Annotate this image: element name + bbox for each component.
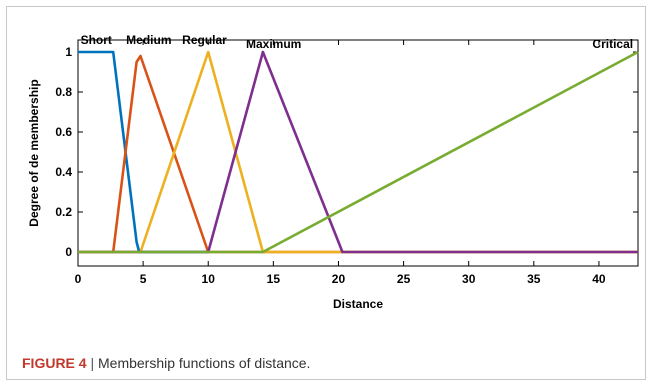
series-line-critical	[78, 50, 639, 254]
x-tick-label: 35	[527, 272, 541, 286]
series-label-medium: Medium	[126, 33, 171, 47]
y-tick-label: 0.6	[55, 125, 72, 139]
x-tick-label: 30	[462, 272, 476, 286]
figure-caption: FIGURE 4 | Membership functions of dista…	[22, 355, 310, 371]
y-tick-label: 0.2	[55, 205, 72, 219]
y-tick-label: 0.8	[55, 85, 72, 99]
plot-box	[77, 39, 639, 267]
series-label-regular: Regular	[182, 33, 227, 47]
y-axis-label: Degree of de membership	[27, 79, 41, 226]
x-tick-label: 5	[140, 272, 147, 286]
y-tick-label: 0	[65, 245, 72, 259]
y-tick-label: 0.4	[55, 165, 72, 179]
chart-axes: 0 5 10 15 20 25 30 35 40 0 0.2 0.4 0.6 0.8 1	[55, 39, 639, 286]
x-tick-label: 20	[332, 272, 346, 286]
figure-number: FIGURE 4	[22, 355, 87, 371]
series-line-regular	[78, 50, 638, 254]
chart-series-labels: Short Medium Regular Maximum Critical	[81, 33, 634, 51]
x-tick-label: 40	[592, 272, 606, 286]
x-axis-label: Distance	[333, 297, 383, 311]
series-line-medium	[78, 54, 638, 254]
figure-frame	[6, 6, 646, 380]
caption-text: Membership functions of distance.	[98, 355, 311, 371]
y-tick-label: 1	[65, 45, 72, 59]
series-label-maximum: Maximum	[246, 37, 301, 51]
membership-chart: 0 5 10 15 20 25 30 35 40 0 0.2 0.4 0.6 0.8 1 Short Medi…	[27, 33, 639, 311]
series-label-critical: Critical	[592, 37, 633, 51]
x-tick-label: 10	[202, 272, 216, 286]
x-tick-label: 15	[267, 272, 281, 286]
chart-series	[78, 50, 639, 254]
x-tick-label: 0	[75, 272, 82, 286]
series-line-maximum	[78, 50, 638, 254]
caption-separator: |	[90, 355, 95, 371]
series-label-short: Short	[81, 33, 112, 47]
x-tick-label: 25	[397, 272, 411, 286]
series-line-short	[78, 50, 209, 254]
